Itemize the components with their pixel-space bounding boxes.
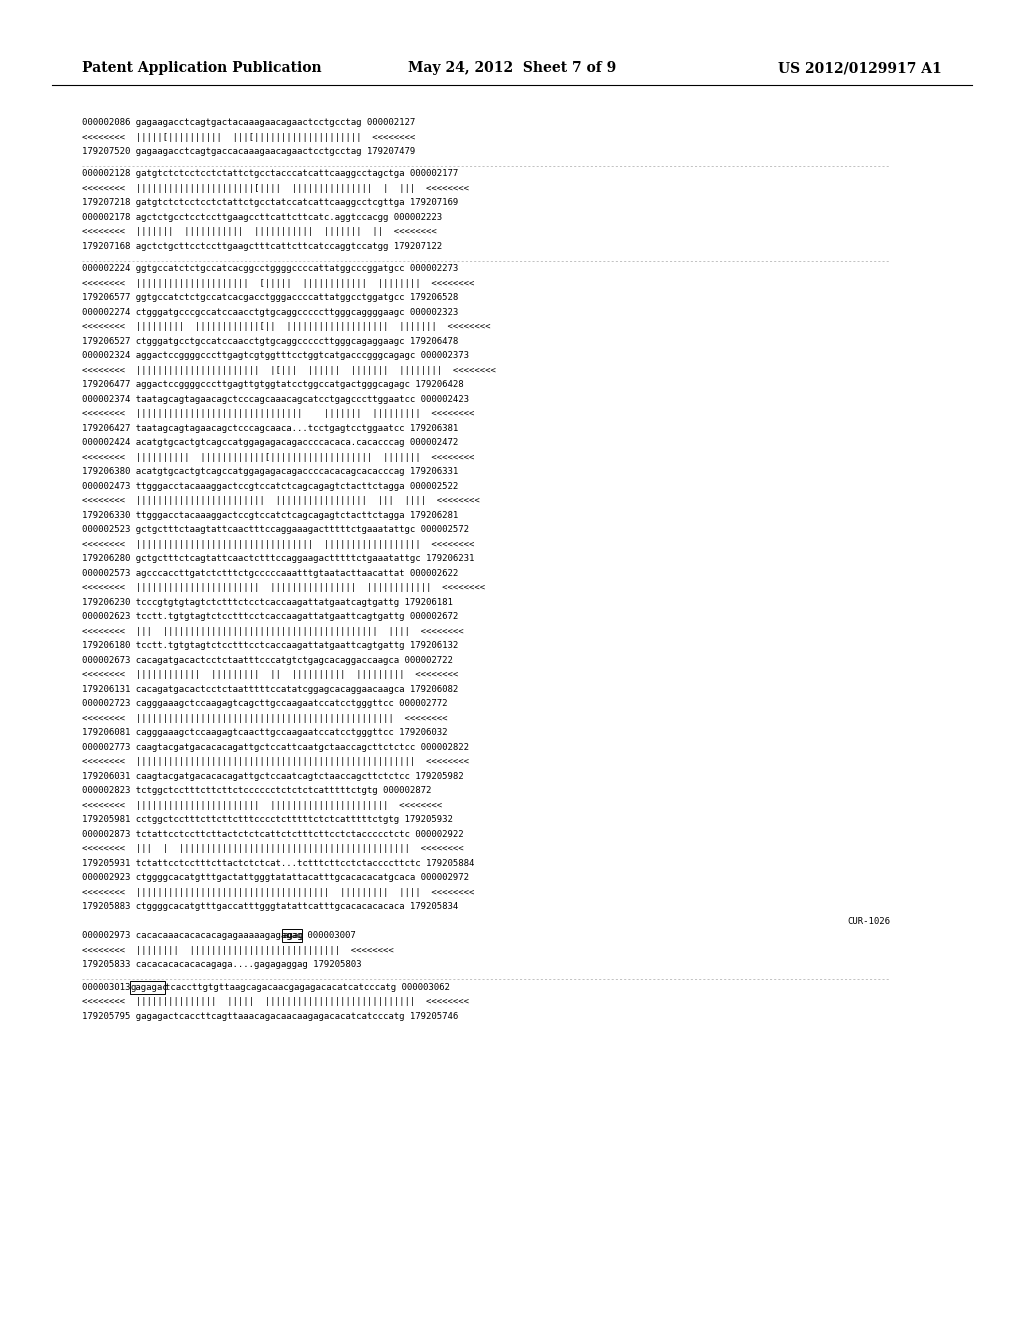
Text: 000002424 acatgtgcactgtcagccatggagagacagaccccacaca.cacacccag 000002472: 000002424 acatgtgcactgtcagccatggagagacag… — [82, 438, 459, 447]
Text: <<<<<<<<  ||||||||  ||||||||||||||||||||||||||||  <<<<<<<<: <<<<<<<< |||||||| ||||||||||||||||||||||… — [82, 946, 394, 954]
Text: <<<<<<<<  ||||||||||  ||||||||||||[|||||||||||||||||||  |||||||  <<<<<<<<: <<<<<<<< |||||||||| ||||||||||||[|||||||… — [82, 453, 474, 462]
Text: agag: agag — [282, 932, 303, 940]
Text: 000002823 tctggctcctttcttcttctcccccctctctctcatttttctgtg 000002872: 000002823 tctggctcctttcttcttctcccccctctc… — [82, 787, 431, 796]
Text: May 24, 2012  Sheet 7 of 9: May 24, 2012 Sheet 7 of 9 — [408, 61, 616, 75]
Text: gagagac: gagagac — [131, 983, 168, 991]
Text: 000002723 cagggaaagctccaagagtcagcttgccaagaatccatcctgggttcc 000002772: 000002723 cagggaaagctccaagagtcagcttgccaa… — [82, 700, 447, 709]
Text: 000002673 cacagatgacactcctctaatttcccatgtctgagcacaggaccaagca 000002722: 000002673 cacagatgacactcctctaatttcccatgt… — [82, 656, 453, 665]
Text: 179206280 gctgctttctcagtattcaactctttccaggaagactttttctgaaatattgc 179206231: 179206280 gctgctttctcagtattcaactctttccag… — [82, 554, 474, 564]
Text: 000002623 tcctt.tgtgtagtctcctttcctcaccaagattatgaattcagtgattg 000002672: 000002623 tcctt.tgtgtagtctcctttcctcaccaa… — [82, 612, 459, 622]
Text: 179206330 ttgggacctacaaaggactccgtccatctcagcagagtctacttctagga 179206281: 179206330 ttgggacctacaaaggactccgtccatctc… — [82, 511, 459, 520]
Text: 000002573 agcccaccttgatctctttctgcccccaaatttgtaatacttaacattat 000002622: 000002573 agcccaccttgatctctttctgcccccaaa… — [82, 569, 459, 578]
Text: <<<<<<<<  ||||||||||||||||||||||||  |||||||||||||||||  |||  ||||  <<<<<<<<: <<<<<<<< |||||||||||||||||||||||| ||||||… — [82, 496, 480, 506]
Text: 179207168 agctctgcttcctccttgaagctttcattcttcatccaggtccatgg 179207122: 179207168 agctctgcttcctccttgaagctttcattc… — [82, 242, 442, 251]
Text: 179205883 ctggggcacatgtttgaccatttgggtatattcatttgcacacacacaca 179205834: 179205883 ctggggcacatgtttgaccatttgggtata… — [82, 903, 459, 911]
Text: <<<<<<<<  |||||||  |||||||||||  |||||||||||  |||||||  ||  <<<<<<<<: <<<<<<<< ||||||| ||||||||||| |||||||||||… — [82, 227, 437, 236]
Text: 000002178 agctctgcctcctccttgaagccttcattcttcatc.aggtccacgg 000002223: 000002178 agctctgcctcctccttgaagccttcattc… — [82, 213, 442, 222]
Text: <<<<<<<<  |||||||||||||||||||||||||||||||||  ||||||||||||||||||  <<<<<<<<: <<<<<<<< |||||||||||||||||||||||||||||||… — [82, 540, 474, 549]
Text: <<<<<<<<  |||||||||||||||||||||||  ||||||||||||||||  ||||||||||||  <<<<<<<<: <<<<<<<< ||||||||||||||||||||||| |||||||… — [82, 583, 485, 593]
Text: 179205833 cacacacacacacagaga....gagagaggag 179205803: 179205833 cacacacacacacagaga....gagagagg… — [82, 961, 361, 969]
Text: <<<<<<<<  |||  ||||||||||||||||||||||||||||||||||||||||  ||||  <<<<<<<<: <<<<<<<< ||| |||||||||||||||||||||||||||… — [82, 627, 464, 636]
Text: 179206230 tcccgtgtgtagtctctttctcctcaccaagattatgaatcagtgattg 179206181: 179206230 tcccgtgtgtagtctctttctcctcaccaa… — [82, 598, 453, 607]
Text: 179206477 aggactccggggcccttgagttgtggtatcctggccatgactgggcagagc 179206428: 179206477 aggactccggggcccttgagttgtggtatc… — [82, 380, 464, 389]
Text: <<<<<<<<  |||||||||||||||||||||||  ||||||||||||||||||||||  <<<<<<<<: <<<<<<<< ||||||||||||||||||||||| |||||||… — [82, 801, 442, 810]
Text: <<<<<<<<  ||||||||||||||||||||||[||||  |||||||||||||||  |  |||  <<<<<<<<: <<<<<<<< ||||||||||||||||||||||[|||| |||… — [82, 183, 469, 193]
Text: 179206131 cacagatgacactcctctaatttttccatatcggagcacaggaacaagca 179206082: 179206131 cacagatgacactcctctaatttttccata… — [82, 685, 459, 694]
Text: tcaccttgtgttaagcagacaacgagagacacatcatcccatg 000003062: tcaccttgtgttaagcagacaacgagagacacatcatccc… — [165, 983, 450, 991]
Text: CUR-1026: CUR-1026 — [847, 917, 890, 925]
Text: 179206577 ggtgccatctctgccatcacgacctgggaccccattatggcctggatgcc 179206528: 179206577 ggtgccatctctgccatcacgacctgggac… — [82, 293, 459, 302]
Text: 179206180 tcctt.tgtgtagtctcctttcctcaccaagattatgaattcagtgattg 179206132: 179206180 tcctt.tgtgtagtctcctttcctcaccaa… — [82, 642, 459, 651]
Text: <<<<<<<<  |||||[||||||||||  |||[||||||||||||||||||||  <<<<<<<<: <<<<<<<< |||||[|||||||||| |||[||||||||||… — [82, 132, 416, 141]
Text: 000002128 gatgtctctcctcctctattctgcctacccatcattcaaggcctagctga 000002177: 000002128 gatgtctctcctcctctattctgcctaccc… — [82, 169, 459, 178]
Text: 000002374 taatagcagtagaacagctcccagcaaacagcatcctgagcccttggaatcc 000002423: 000002374 taatagcagtagaacagctcccagcaaaca… — [82, 395, 469, 404]
Text: 179206031 caagtacgatgacacacagattgctccaatcagtctaaccagcttctctcc 179205982: 179206031 caagtacgatgacacacagattgctccaat… — [82, 772, 464, 781]
FancyBboxPatch shape — [130, 981, 166, 994]
Text: 000002324 aggactccggggcccttgagtcgtggtttcctggtcatgacccgggcagagc 000002373: 000002324 aggactccggggcccttgagtcgtggtttc… — [82, 351, 469, 360]
Text: 179207218 gatgtctctcctcctctattctgcctatccatcattcaaggcctcgttga 179207169: 179207218 gatgtctctcctcctctattctgcctatcc… — [82, 198, 459, 207]
Text: US 2012/0129917 A1: US 2012/0129917 A1 — [778, 61, 942, 75]
Text: 179206081 cagggaaagctccaagagtcaacttgccaagaatccatcctgggttcc 179206032: 179206081 cagggaaagctccaagagtcaacttgccaa… — [82, 729, 447, 738]
Text: <<<<<<<<  ||||||||||||  |||||||||  ||  ||||||||||  |||||||||  <<<<<<<<: <<<<<<<< |||||||||||| ||||||||| || |||||… — [82, 671, 459, 680]
Text: 000002873 tctattcctccttcttactctctcattctctttcttcctctaccccctctc 000002922: 000002873 tctattcctccttcttactctctcattctc… — [82, 830, 464, 840]
Text: 000002086 gagaagacctcagtgactacaaagaacagaactcctgcctag 000002127: 000002086 gagaagacctcagtgactacaaagaacaga… — [82, 117, 416, 127]
Text: <<<<<<<<  |||  |  |||||||||||||||||||||||||||||||||||||||||||  <<<<<<<<: <<<<<<<< ||| | |||||||||||||||||||||||||… — [82, 845, 464, 854]
Text: 000002973 cacacaaacacacacagagaaaaagagagag: 000002973 cacacaaacacacacagagaaaaagagaga… — [82, 932, 302, 940]
Text: 000002923 ctggggcacatgtttgactattgggtatattacatttgcacacacatgcaca 000002972: 000002923 ctggggcacatgtttgactattgggtatat… — [82, 874, 469, 883]
Text: 000002224 ggtgccatctctgccatcacggcctggggccccattatggcccggatgcc 000002273: 000002224 ggtgccatctctgccatcacggcctggggc… — [82, 264, 459, 273]
Text: <<<<<<<<  |||||||||||||||  |||||  ||||||||||||||||||||||||||||  <<<<<<<<: <<<<<<<< ||||||||||||||| ||||| |||||||||… — [82, 998, 469, 1006]
Text: 179205981 cctggctcctttcttcttctttcccctctttttctctcatttttctgtg 179205932: 179205981 cctggctcctttcttcttctttcccctctt… — [82, 816, 453, 825]
Text: 000003007: 000003007 — [302, 932, 355, 940]
Text: 000002773 caagtacgatgacacacagattgctccattcaatgctaaccagcttctctcc 000002822: 000002773 caagtacgatgacacacagattgctccatt… — [82, 743, 469, 752]
Text: <<<<<<<<  |||||||||||||||||||||  [|||||  ||||||||||||  ||||||||  <<<<<<<<: <<<<<<<< ||||||||||||||||||||| [||||| ||… — [82, 279, 474, 288]
Text: 179205931 tctattcctcctttcttactctctcat...tctttcttcctctaccccttctc 179205884: 179205931 tctattcctcctttcttactctctcat...… — [82, 859, 474, 869]
FancyBboxPatch shape — [282, 929, 302, 942]
Text: 179205795 gagagactcaccttcagttaaacagacaacaagagacacatcatcccatg 179205746: 179205795 gagagactcaccttcagttaaacagacaac… — [82, 1012, 459, 1020]
Text: Patent Application Publication: Patent Application Publication — [82, 61, 322, 75]
Text: 000002473 ttgggacctacaaaggactccgtccatctcagcagagtctacttctagga 000002522: 000002473 ttgggacctacaaaggactccgtccatctc… — [82, 482, 459, 491]
Text: 179207520 gagaagacctcagtgaccacaaagaacagaactcctgcctag 179207479: 179207520 gagaagacctcagtgaccacaaagaacaga… — [82, 147, 416, 156]
Text: <<<<<<<<  ||||||||||||||||||||||||||||||||||||||||||||||||||||  <<<<<<<<: <<<<<<<< |||||||||||||||||||||||||||||||… — [82, 758, 469, 767]
Text: 000002274 ctgggatgcccgccatccaacctgtgcaggcccccttgggcaggggaagc 000002323: 000002274 ctgggatgcccgccatccaacctgtgcagg… — [82, 308, 459, 317]
Text: <<<<<<<<  ||||||||||||||||||||||||||||||||||||||||||||||||  <<<<<<<<: <<<<<<<< |||||||||||||||||||||||||||||||… — [82, 714, 447, 723]
Text: 179206527 ctgggatgcctgccatccaacctgtgcaggcccccttgggcagaggaagc 179206478: 179206527 ctgggatgcctgccatccaacctgtgcagg… — [82, 337, 459, 346]
Text: 179206380 acatgtgcactgtcagccatggagagacagaccccacacagcacacccag 179206331: 179206380 acatgtgcactgtcagccatggagagacag… — [82, 467, 459, 477]
Text: <<<<<<<<  |||||||||||||||||||||||||||||||    |||||||  |||||||||  <<<<<<<<: <<<<<<<< |||||||||||||||||||||||||||||||… — [82, 409, 474, 418]
Text: <<<<<<<<  ||||||||||||||||||||||||||||||||||||  |||||||||  ||||  <<<<<<<<: <<<<<<<< |||||||||||||||||||||||||||||||… — [82, 888, 474, 898]
Text: 000003013: 000003013 — [82, 983, 136, 991]
Text: 000002523 gctgctttctaagtattcaactttccaggaaagactttttctgaaatattgc 000002572: 000002523 gctgctttctaagtattcaactttccagga… — [82, 525, 469, 535]
Text: <<<<<<<<  |||||||||  ||||||||||||[||  |||||||||||||||||||  |||||||  <<<<<<<<: <<<<<<<< ||||||||| ||||||||||||[|| |||||… — [82, 322, 490, 331]
Text: 179206427 taatagcagtagaacagctcccagcaaca...tcctgagtcctggaatcc 179206381: 179206427 taatagcagtagaacagctcccagcaaca.… — [82, 424, 459, 433]
Text: <<<<<<<<  |||||||||||||||||||||||  |[|||  ||||||  |||||||  ||||||||  <<<<<<<<: <<<<<<<< ||||||||||||||||||||||| |[||| |… — [82, 366, 496, 375]
